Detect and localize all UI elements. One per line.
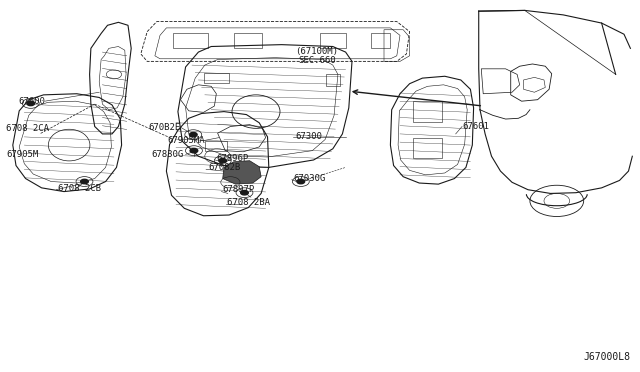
Circle shape [81,179,88,184]
Circle shape [189,132,197,137]
Text: 67896P: 67896P [216,154,248,163]
Text: 6708 2CA: 6708 2CA [6,124,49,133]
Text: 67030G: 67030G [293,174,325,183]
Text: 67830G: 67830G [151,150,183,159]
Bar [320,33,346,48]
Circle shape [297,179,305,184]
Circle shape [27,101,35,106]
Bar [234,33,262,48]
Text: SEC.660: SEC.660 [298,56,335,65]
Text: 67897P: 67897P [223,185,255,194]
Text: (67100M): (67100M) [295,47,339,56]
Circle shape [241,190,248,195]
Text: 67905MA: 67905MA [168,136,205,145]
Text: 670B2E: 670B2E [148,123,180,132]
Text: 67600: 67600 [18,97,45,106]
Text: 67300: 67300 [296,132,323,141]
Bar [371,33,390,48]
Text: 6708 2BA: 6708 2BA [227,198,270,207]
Text: 6708 2CB: 6708 2CB [58,185,100,193]
Bar [413,138,442,158]
Text: J67000L8: J67000L8 [584,352,630,362]
Circle shape [190,148,198,153]
Bar [413,101,442,122]
Bar [205,141,227,151]
Bar [204,73,229,83]
Polygon shape [223,161,261,184]
Bar [173,33,208,48]
Circle shape [219,158,227,163]
Text: 67601: 67601 [462,122,489,131]
Text: 67905M: 67905M [6,150,38,159]
Text: 67082B: 67082B [208,163,240,172]
Bar [326,74,340,86]
